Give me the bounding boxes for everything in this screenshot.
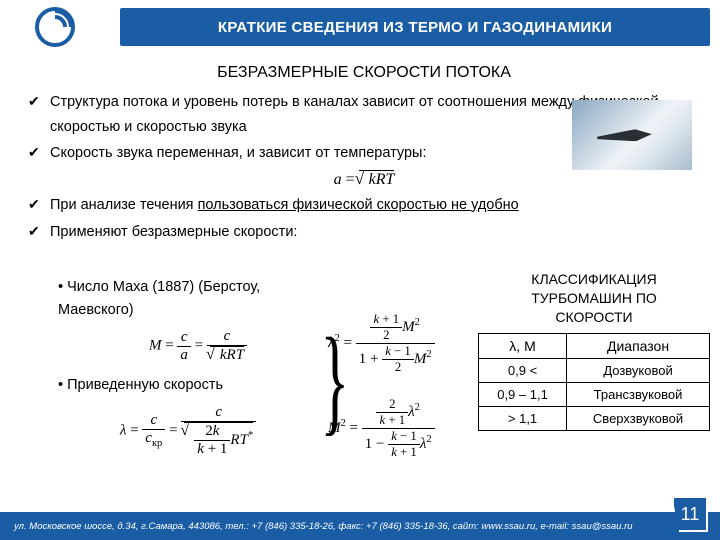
class-title-l2: ТУРБОМАШИН ПО <box>531 290 657 306</box>
table-cell: Сверхзвуковой <box>567 406 710 430</box>
sub-1: • Число Маха (1887) (Берстоу, Маевского) <box>58 276 328 322</box>
formula-lambda: λ = ccкр = c 2kk + 1RT* <box>48 404 328 458</box>
class-title-l1: КЛАССИФИКАЦИЯ <box>531 271 656 287</box>
class-title-l3: СКОРОСТИ <box>555 309 632 325</box>
slide-title: КРАТКИЕ СВЕДЕНИЯ ИЗ ТЕРМО И ГАЗОДИНАМИКИ <box>120 8 710 46</box>
formula-a: a = kRT <box>28 170 700 189</box>
table-row: > 1,1 Сверхзвуковой <box>479 406 710 430</box>
table-cell: > 1,1 <box>479 406 567 430</box>
mid-formulas: λ2 = k + 12M2 1 + k − 12M2 M2 = 2k + 1λ2… <box>328 312 488 460</box>
left-formulas: • Число Маха (1887) (Берстоу, Маевского)… <box>28 274 328 458</box>
logo-icon <box>33 5 77 49</box>
classification-title: КЛАССИФИКАЦИЯ ТУРБОМАШИН ПО СКОРОСТИ <box>478 270 710 327</box>
bullet-3-pre: При анализе течения <box>50 197 198 213</box>
formula-M: M = ca = c kRT <box>68 328 328 364</box>
table-cell: 0,9 – 1,1 <box>479 382 567 406</box>
sub-2: • Приведенную скорость <box>58 374 328 397</box>
jet-image <box>572 100 692 170</box>
table-cell: Дозвуковой <box>567 358 710 382</box>
classification-table: λ, M Диапазон 0,9 < Дозвуковой 0,9 – 1,1… <box>478 333 710 431</box>
slide-header: КРАТКИЕ СВЕДЕНИЯ ИЗ ТЕРМО И ГАЗОДИНАМИКИ <box>0 0 720 54</box>
footer-text: ул. Московское шоссе, д.34, г.Самара, 44… <box>14 521 633 532</box>
subtitle: БЕЗРАЗМЕРНЫЕ СКОРОСТИ ПОТОКА <box>28 64 700 82</box>
title-bar: КРАТКИЕ СВЕДЕНИЯ ИЗ ТЕРМО И ГАЗОДИНАМИКИ <box>110 0 720 54</box>
formula-lambda2: λ2 = k + 12M2 1 + k − 12M2 <box>328 312 488 375</box>
table-row: 0,9 < Дозвуковой <box>479 358 710 382</box>
table-cell: Трансзвуковой <box>567 382 710 406</box>
table-row: λ, M Диапазон <box>479 333 710 358</box>
footer-bar: ул. Московское шоссе, д.34, г.Самара, 44… <box>0 512 720 540</box>
bullet-3-underline: пользоваться физической скоростью не удо… <box>198 197 519 213</box>
logo <box>0 0 110 54</box>
table-cell: 0,9 < <box>479 358 567 382</box>
table-header-2: Диапазон <box>567 333 710 358</box>
classification-block: КЛАССИФИКАЦИЯ ТУРБОМАШИН ПО СКОРОСТИ λ, … <box>478 270 710 431</box>
bullet-list-2: При анализе течения пользоваться физичес… <box>28 193 700 244</box>
table-row: 0,9 – 1,1 Трансзвуковой <box>479 382 710 406</box>
table-header-1: λ, M <box>479 333 567 358</box>
bullet-3: При анализе течения пользоваться физичес… <box>28 193 700 218</box>
formula-M2: M2 = 2k + 1λ2 1 − k − 1k + 1λ2 <box>328 397 488 460</box>
bullet-4: Применяют безразмерные скорости: <box>28 220 700 245</box>
